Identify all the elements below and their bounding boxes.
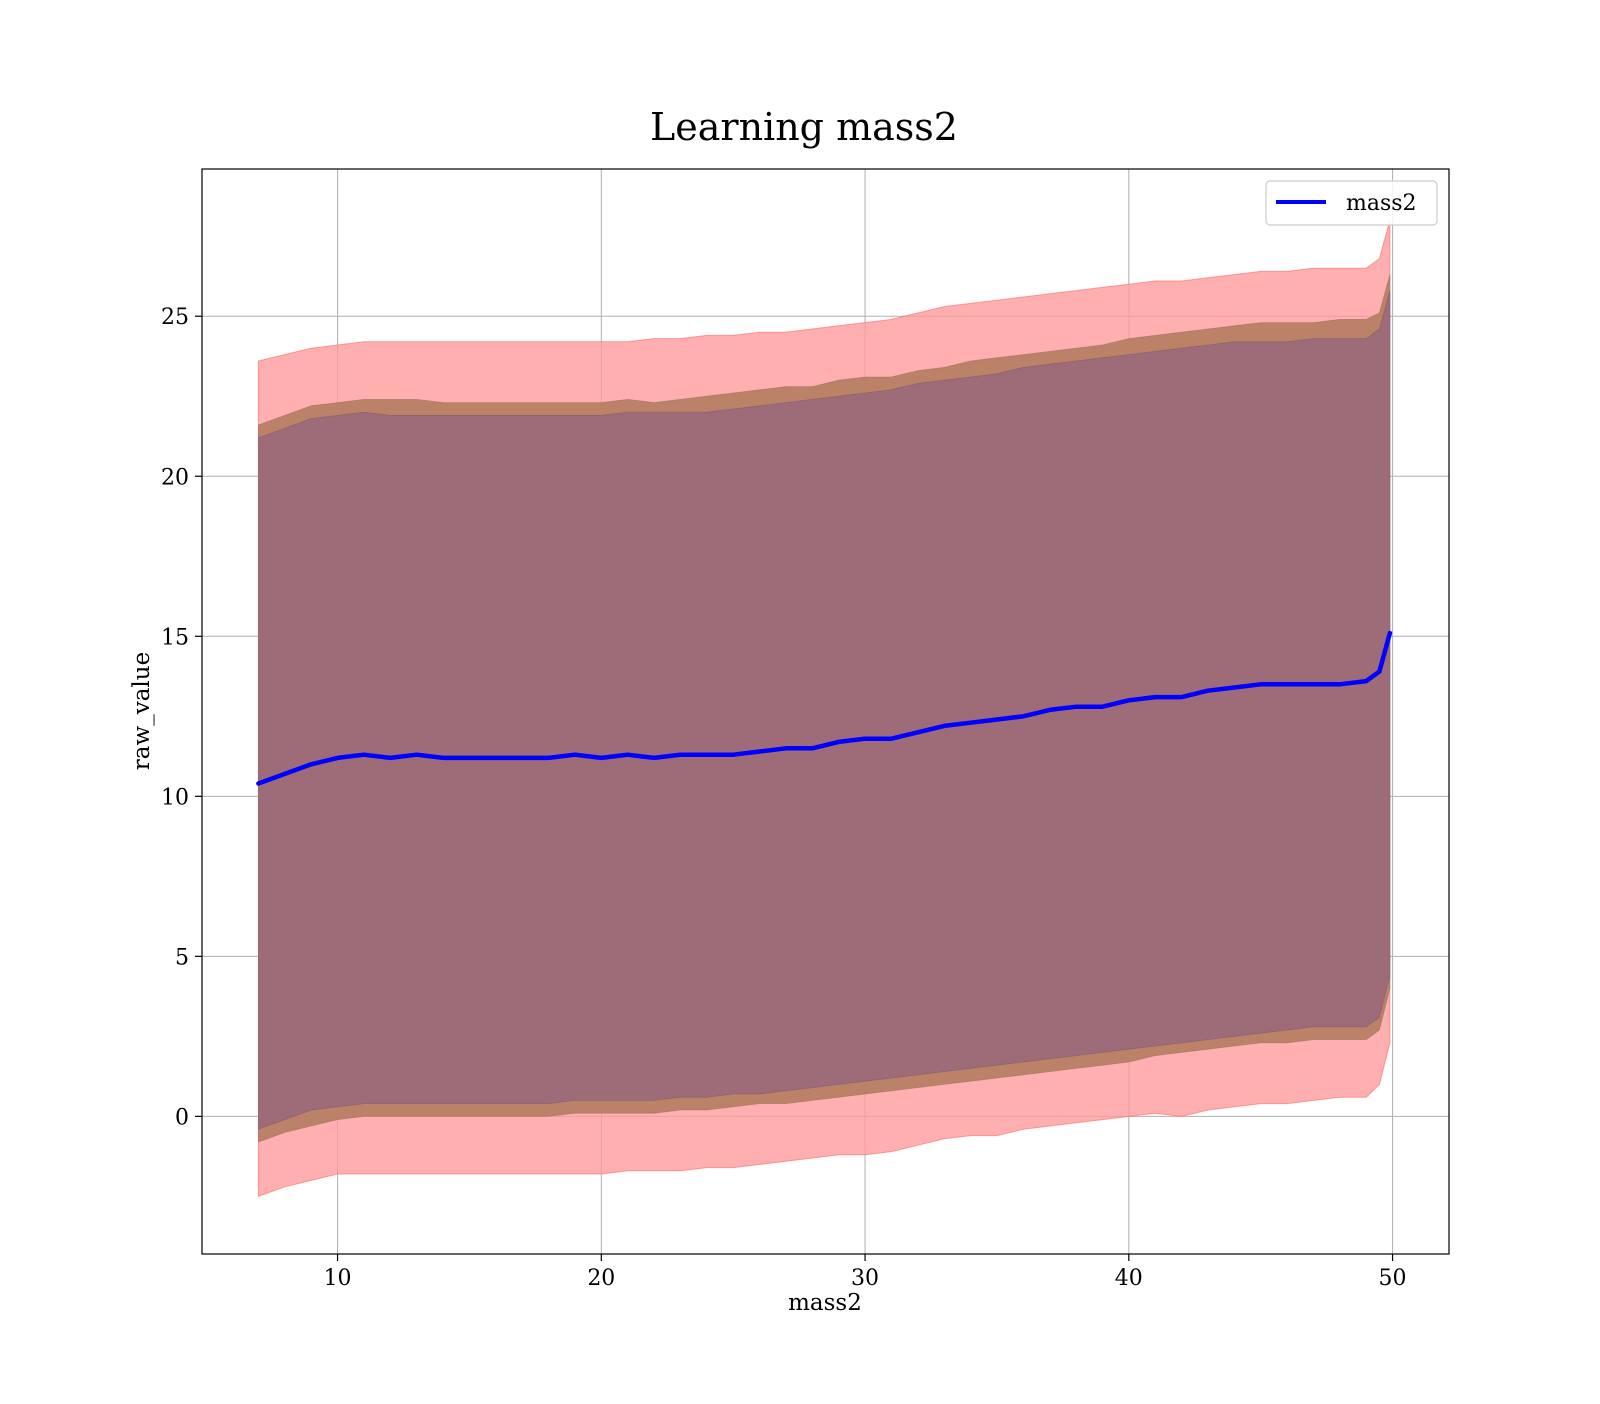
ticks-layer: 10 20 30 40 50 0 5 10 15 20 25 <box>161 305 1407 1291</box>
plot-frame <box>201 168 1450 1255</box>
x-tick-label: 20 <box>587 1266 615 1291</box>
chart-title: Learning mass2 <box>650 105 958 149</box>
x-tick-label: 30 <box>851 1266 879 1291</box>
band-inner <box>258 290 1391 1130</box>
y-axis-label: raw_value <box>129 652 155 770</box>
y-tick-label: 25 <box>161 305 189 330</box>
series-line-mass2 <box>256 630 1393 786</box>
legend-box <box>1265 180 1438 226</box>
plot-area <box>201 168 1450 1255</box>
y-tick-label: 15 <box>161 625 189 650</box>
x-tick-label: 10 <box>324 1266 352 1291</box>
legend: mass2 <box>1265 180 1438 226</box>
x-tick-label: 40 <box>1115 1266 1143 1291</box>
series-layer <box>256 630 1393 786</box>
legend-label-mass2: mass2 <box>1346 191 1417 216</box>
x-axis-label: mass2 <box>788 1290 862 1316</box>
y-tick-label: 20 <box>161 465 189 490</box>
bands-layer <box>257 220 1391 1198</box>
x-tick-label: 50 <box>1379 1266 1407 1291</box>
y-tick-label: 10 <box>161 785 189 810</box>
y-tick-label: 0 <box>175 1105 189 1130</box>
y-tick-label: 5 <box>175 945 189 970</box>
